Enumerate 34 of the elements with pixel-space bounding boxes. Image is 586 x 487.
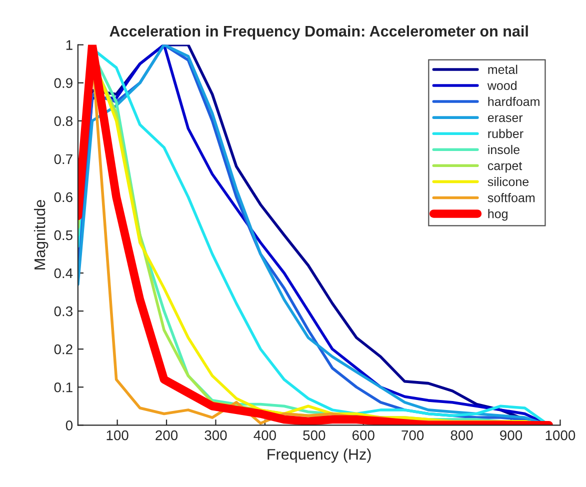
- y-tick-label: 0.8: [54, 116, 72, 126]
- legend-label: silicone: [488, 176, 529, 186]
- legend-label: carpet: [488, 162, 522, 173]
- legend-label: hardfoam: [488, 96, 540, 106]
- x-axis-title: Frequency (Hz): [268, 448, 371, 463]
- legend-label: insole: [488, 144, 520, 154]
- x-tick-label: 500: [303, 430, 326, 440]
- y-tick-label: 0.4: [54, 268, 73, 278]
- y-tick-label: 0.6: [54, 192, 72, 202]
- y-tick-label: 0.5: [54, 230, 72, 240]
- legend-label: eraser: [488, 115, 523, 122]
- x-tick-label: 400: [254, 430, 276, 440]
- x-tick-label: 200: [156, 430, 178, 440]
- y-tick-label: 0.2: [54, 344, 72, 354]
- y-axis-title: Magnitude: [34, 200, 48, 270]
- x-tick-label: 700: [402, 430, 424, 440]
- legend-label: rubber: [488, 128, 524, 138]
- x-tick-label: 300: [204, 430, 227, 440]
- x-tick-label: 900: [500, 430, 522, 440]
- legend-label: metal: [488, 64, 518, 74]
- x-tick-label: 1000: [546, 430, 576, 440]
- legend-label: wood: [487, 80, 516, 90]
- y-tick-label: 0: [66, 420, 73, 430]
- y-tick-label: 0.9: [54, 78, 72, 88]
- y-tick-label: 0.3: [54, 306, 72, 316]
- x-tick-label: 100: [106, 430, 128, 440]
- x-tick-label: 800: [450, 430, 473, 440]
- y-tick-label: 0.1: [54, 382, 72, 392]
- y-tick-label: 0.7: [54, 154, 72, 164]
- chart-title: Acceleration in Frequency Domain: Accelerometer on nail: [110, 25, 528, 40]
- legend-label: softfoam: [488, 193, 535, 202]
- y-tick-label: 1: [66, 40, 72, 50]
- legend-label: hog: [488, 209, 508, 221]
- x-tick-label: 600: [352, 430, 374, 440]
